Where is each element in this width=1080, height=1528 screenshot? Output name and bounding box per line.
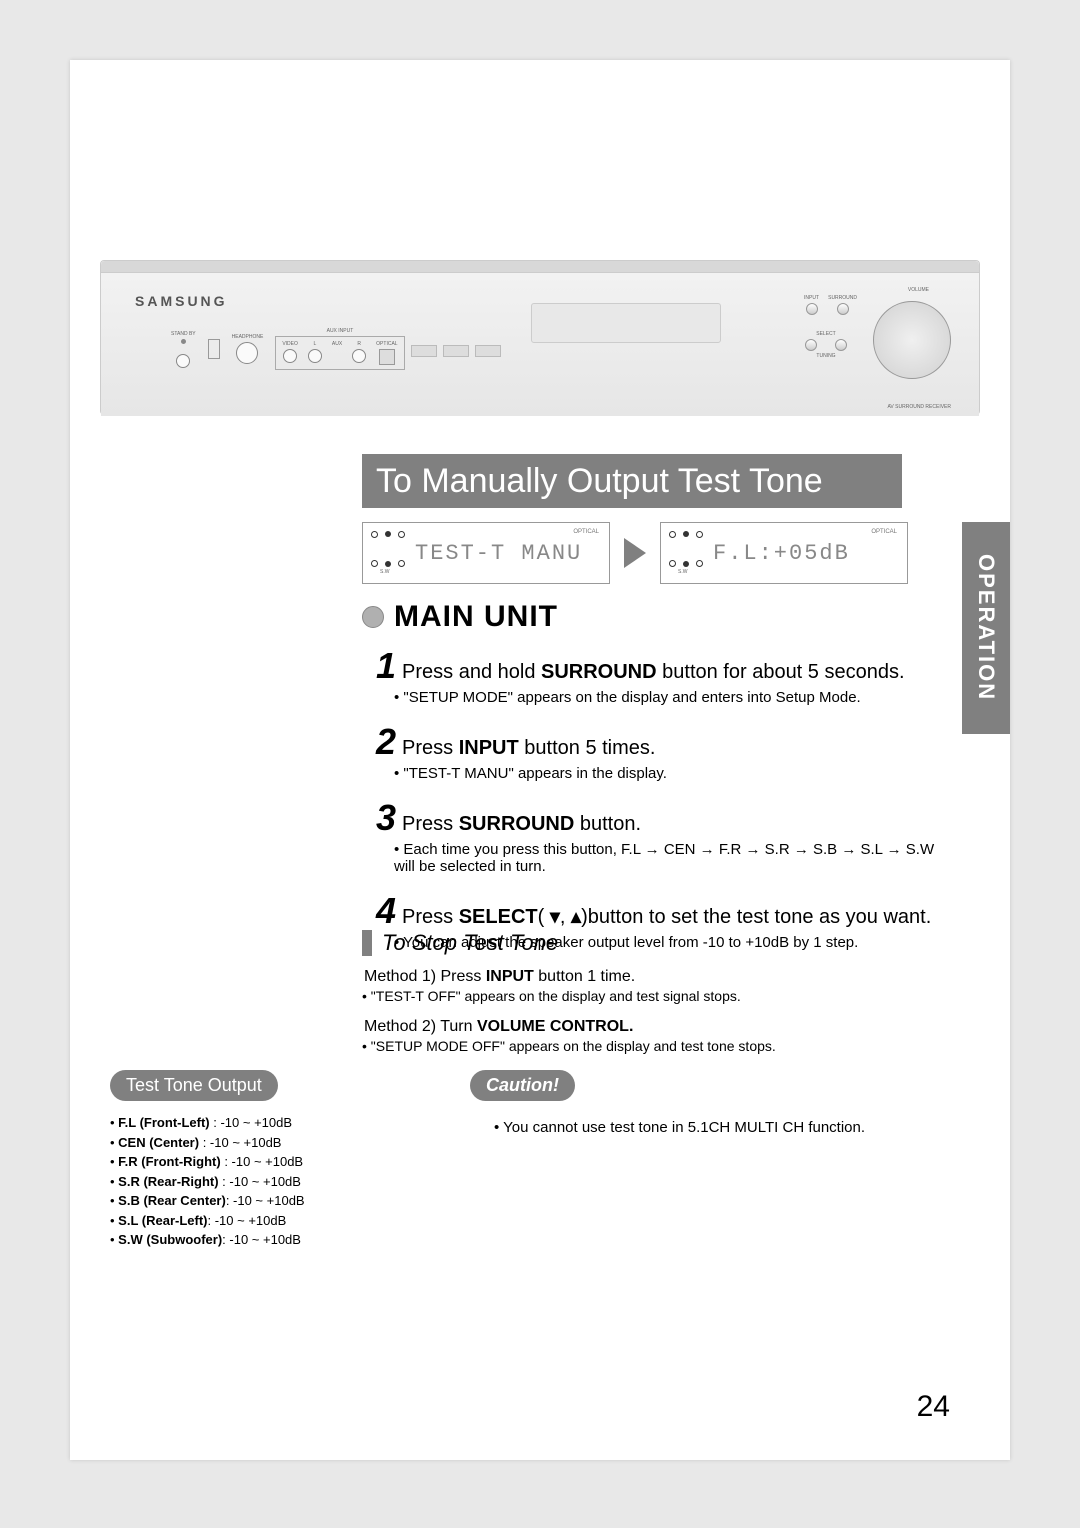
test-tone-output-pill: Test Tone Output xyxy=(110,1070,278,1101)
device-front-panel: SAMSUNG STAND BY HEADPHONE AUX INPUT VID… xyxy=(101,273,979,416)
speaker-layout-icon: S.W xyxy=(669,531,703,575)
aux-input-label: AUX INPUT xyxy=(327,328,354,334)
lcd-right-text: F.L:+05dB xyxy=(713,541,899,566)
l-jack-icon xyxy=(308,349,322,363)
receiver-label: AV SURROUND RECEIVER xyxy=(887,404,951,410)
lcd-display-row: S.W TEST-T MANU OPTICAL S.W F.L:+05dB OP… xyxy=(362,522,908,584)
lcd-right: S.W F.L:+05dB OPTICAL xyxy=(660,522,908,584)
list-item: F.R (Front-Right) : -10 ~ +10dB xyxy=(110,1152,370,1172)
video-label: VIDEO xyxy=(282,341,298,347)
step-note: "SETUP MODE" appears on the display and … xyxy=(394,689,946,706)
list-item: S.R (Rear-Right) : -10 ~ +10dB xyxy=(110,1172,370,1192)
select-tuning-group: SELECT TUNING xyxy=(805,331,847,359)
step-title: Press SELECT( ▾, ▴)button to set the tes… xyxy=(402,904,931,930)
list-item: F.L (Front-Left) : -10 ~ +10dB xyxy=(110,1113,370,1133)
logo-box-icon xyxy=(443,345,469,357)
optical-jack-icon xyxy=(379,349,395,365)
lcd-left-text: TEST-T MANU xyxy=(415,541,601,566)
step-3: 3 Press SURROUND button. Each time you p… xyxy=(376,800,946,875)
step-title: Press INPUT button 5 times. xyxy=(402,735,655,761)
logo-box-icon xyxy=(411,345,437,357)
stop-title: To Stop Test Tone xyxy=(382,930,558,956)
volume-label: VOLUME xyxy=(908,287,929,293)
manual-page: SAMSUNG STAND BY HEADPHONE AUX INPUT VID… xyxy=(70,60,1010,1460)
test-tone-output-list: F.L (Front-Left) : -10 ~ +10dB CEN (Cent… xyxy=(110,1113,370,1250)
caution-pill: Caution! xyxy=(470,1070,575,1101)
certification-logos xyxy=(411,345,501,357)
step-title: Press SURROUND button. xyxy=(402,811,641,837)
power-button-icon xyxy=(176,354,190,368)
select-up-icon xyxy=(835,339,847,351)
chevron-up-icon: ▴ xyxy=(571,906,581,928)
input-label: INPUT xyxy=(804,295,819,301)
method-1: Method 1) Press INPUT button 1 time. xyxy=(364,968,922,986)
r-label: R xyxy=(357,341,361,347)
select-label: SELECT xyxy=(816,331,835,337)
vertical-bar-icon xyxy=(362,930,372,956)
surround-button-icon xyxy=(837,303,849,315)
optical-label: OPTICAL xyxy=(376,341,397,347)
arrow-right-icon xyxy=(624,538,646,568)
step-number: 1 xyxy=(376,648,396,684)
main-unit-heading: MAIN UNIT xyxy=(362,600,558,634)
step-number: 4 xyxy=(376,893,396,929)
operation-side-tab: OPERATION xyxy=(962,522,1010,734)
stop-test-tone-section: To Stop Test Tone Method 1) Press INPUT … xyxy=(362,930,922,1068)
caution-section: Caution! You cannot use test tone in 5.1… xyxy=(470,1070,930,1136)
aux-label: AUX xyxy=(332,341,342,347)
front-panel-left-group: STAND BY HEADPHONE AUX INPUT VIDEO L AUX… xyxy=(171,328,405,370)
headphone-label: HEADPHONE xyxy=(232,334,264,340)
surround-label: SURROUND xyxy=(828,295,857,301)
step-number: 3 xyxy=(376,800,396,836)
select-down-icon xyxy=(805,339,817,351)
aux-input-group: VIDEO L AUX R OPTICAL xyxy=(275,336,404,370)
steps-list: 1 Press and hold SURROUND button for abo… xyxy=(376,648,946,969)
bullet-disc-icon xyxy=(362,606,384,628)
lcd-left: S.W TEST-T MANU OPTICAL xyxy=(362,522,610,584)
standby-led-icon xyxy=(181,339,186,344)
step-title: Press and hold SURROUND button for about… xyxy=(402,659,905,685)
step-1: 1 Press and hold SURROUND button for abo… xyxy=(376,648,946,706)
section-title-bar: To Manually Output Test Tone xyxy=(362,454,902,508)
input-button-icon xyxy=(806,303,818,315)
lcd-optical-label: OPTICAL xyxy=(573,529,599,535)
video-jack-icon xyxy=(283,349,297,363)
caution-note: You cannot use test tone in 5.1CH MULTI … xyxy=(494,1119,930,1136)
ir-window-icon xyxy=(208,339,220,359)
logo-box-icon xyxy=(475,345,501,357)
method-1-note: "TEST-T OFF" appears on the display and … xyxy=(362,988,922,1004)
list-item: CEN (Center) : -10 ~ +10dB xyxy=(110,1133,370,1153)
tuning-label: TUNING xyxy=(816,353,835,359)
headphone-jack-icon xyxy=(236,342,258,364)
step-note: Each time you press this button, F.L → C… xyxy=(394,841,946,875)
list-item: S.L (Rear-Left): -10 ~ +10dB xyxy=(110,1211,370,1231)
list-item: S.W (Subwoofer): -10 ~ +10dB xyxy=(110,1230,370,1250)
brand-logo: SAMSUNG xyxy=(135,293,228,309)
speaker-layout-icon: S.W xyxy=(371,531,405,575)
stop-heading: To Stop Test Tone xyxy=(362,930,922,956)
l-label: L xyxy=(314,341,317,347)
standby-label: STAND BY xyxy=(171,331,196,337)
r-jack-icon xyxy=(352,349,366,363)
device-top-edge xyxy=(101,261,979,273)
main-unit-text: MAIN UNIT xyxy=(394,600,558,634)
method-2: Method 2) Turn VOLUME CONTROL. xyxy=(364,1018,922,1036)
step-note: "TEST-T MANU" appears in the display. xyxy=(394,765,946,782)
receiver-device-illustration: SAMSUNG STAND BY HEADPHONE AUX INPUT VID… xyxy=(100,260,980,415)
step-number: 2 xyxy=(376,724,396,760)
volume-knob-icon xyxy=(873,301,951,379)
method-2-note: "SETUP MODE OFF" appears on the display … xyxy=(362,1038,922,1054)
step-2: 2 Press INPUT button 5 times. "TEST-T MA… xyxy=(376,724,946,782)
lcd-optical-label: OPTICAL xyxy=(871,529,897,535)
list-item: S.B (Rear Center): -10 ~ +10dB xyxy=(110,1191,370,1211)
chevron-down-icon: ▾ xyxy=(550,906,560,928)
device-display-icon xyxy=(531,303,721,343)
test-tone-output-section: Test Tone Output F.L (Front-Left) : -10 … xyxy=(110,1070,370,1250)
page-number: 24 xyxy=(917,1390,950,1424)
surround-button-group: SURROUND xyxy=(828,295,857,315)
input-button-group: INPUT xyxy=(804,295,819,315)
